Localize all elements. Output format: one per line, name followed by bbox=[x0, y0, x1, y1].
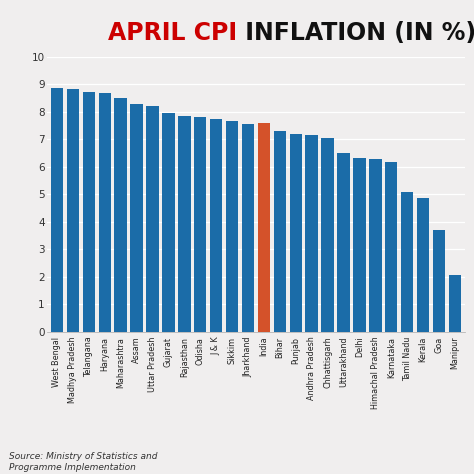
Bar bbox=[226, 121, 238, 332]
Bar bbox=[321, 138, 334, 332]
Bar bbox=[99, 93, 111, 332]
Text: Source: Ministry of Statistics and
Programme Implementation: Source: Ministry of Statistics and Progr… bbox=[9, 452, 158, 472]
Bar bbox=[146, 106, 159, 332]
Bar bbox=[305, 135, 318, 332]
Bar bbox=[273, 131, 286, 332]
Bar bbox=[449, 275, 461, 332]
Bar bbox=[178, 116, 191, 332]
Bar bbox=[385, 162, 398, 332]
Bar bbox=[417, 199, 429, 332]
Bar bbox=[290, 134, 302, 332]
Bar bbox=[433, 229, 445, 332]
Bar bbox=[369, 159, 382, 332]
Bar bbox=[194, 118, 207, 332]
Bar bbox=[258, 123, 270, 332]
Bar bbox=[82, 92, 95, 332]
Bar bbox=[67, 89, 79, 332]
Bar bbox=[114, 98, 127, 332]
Bar bbox=[337, 153, 350, 332]
Bar bbox=[353, 158, 365, 332]
Bar bbox=[401, 191, 413, 332]
Bar bbox=[51, 89, 63, 332]
Bar bbox=[130, 104, 143, 332]
Bar bbox=[210, 119, 222, 332]
Bar bbox=[162, 113, 174, 332]
Text: INFLATION (IN %): INFLATION (IN %) bbox=[237, 21, 474, 46]
Text: APRIL CPI: APRIL CPI bbox=[108, 21, 237, 46]
Bar bbox=[242, 124, 254, 332]
